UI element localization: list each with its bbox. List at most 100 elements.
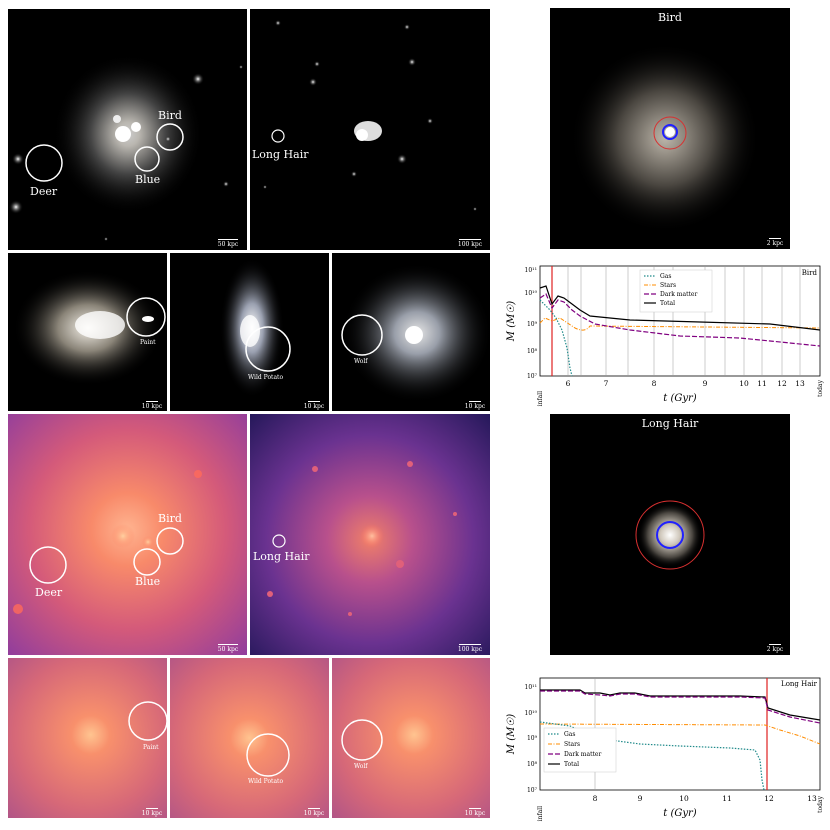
label-bird: Bird	[158, 109, 182, 122]
stellar-zoom-wild-potato: Wild Potato 10 kpc	[170, 253, 329, 411]
x-tick: 6	[566, 379, 571, 388]
scale-bar: 10 kpc	[141, 401, 163, 410]
scale-bar: 100 kpc	[457, 239, 483, 248]
y-tick: 10⁷	[527, 787, 538, 794]
scale-bar: 10 kpc	[141, 808, 163, 817]
label-long-hair: Long Hair	[253, 550, 310, 563]
dm-wide-panel-left: Deer Blue Bird 50 kpc	[8, 414, 247, 655]
scale-bar: 2 kpc	[766, 644, 784, 653]
today-label: today	[817, 795, 824, 812]
label-paint: Paint	[140, 339, 156, 346]
x-tick-labels: 8 9 10 11 12 13	[593, 794, 817, 803]
legend: Gas Stars Dark matter Total	[543, 727, 617, 773]
scale-bar: 2 kpc	[766, 238, 784, 247]
label-paint: Paint	[143, 744, 159, 751]
stars-curve	[539, 723, 821, 745]
dark-matter-map	[250, 414, 490, 655]
label-bird: Bird	[158, 512, 182, 525]
infall-label: infall	[537, 391, 544, 407]
long-hair-close-up: Long Hair 2 kpc	[550, 414, 790, 655]
scale-bar: 100 kpc	[457, 644, 483, 653]
galaxy-image	[570, 43, 760, 233]
label-wolf: Wolf	[354, 763, 368, 770]
label-deer: Deer	[35, 586, 63, 599]
galaxy-image	[13, 270, 163, 386]
selection-circles	[128, 701, 167, 741]
x-axis-label: t (Gyr)	[663, 393, 697, 404]
selection-circles	[246, 733, 290, 777]
dm-wide-panel-right: Long Hair 100 kpc	[250, 414, 490, 655]
legend-stars: Stars	[564, 741, 580, 748]
galaxy-image	[9, 54, 243, 241]
dm-zoom-paint: Paint 10 kpc	[8, 658, 167, 818]
y-axis-label: M (M☉)	[506, 714, 517, 756]
scale-bar: 10 kpc	[464, 808, 486, 817]
infall-label: infall	[537, 806, 544, 822]
scale-bar: 10 kpc	[303, 401, 325, 410]
x-tick: 11	[722, 794, 732, 803]
legend-gas: Gas	[564, 731, 575, 738]
label-long-hair: Long Hair	[252, 148, 309, 161]
label-wolf: Wolf	[354, 358, 368, 365]
label-blue: Blue	[135, 173, 161, 186]
galaxy-image	[342, 263, 490, 403]
y-tick: 10⁹	[527, 321, 538, 328]
legend: Gas Stars Dark matter Total	[639, 269, 713, 313]
x-tick: 12	[764, 794, 774, 803]
y-tick: 10⁹	[527, 735, 538, 742]
total-curve	[540, 689, 821, 721]
long-hair-mass-chart: Gas Stars Dark matter Total Long Hair 10…	[506, 677, 824, 822]
galaxy-image	[635, 500, 705, 570]
x-tick: 10	[739, 379, 749, 388]
selection-circles	[341, 314, 383, 356]
stellar-wide-panel-left: Deer Blue Bird 50 kpc	[8, 9, 247, 250]
plot-title: Bird	[802, 269, 818, 277]
dm-zoom-wild-potato: Wild Potato 10 kpc	[170, 658, 329, 818]
selection-circles	[25, 123, 184, 182]
plot-title: Long Hair	[781, 680, 818, 688]
today-label: today	[817, 379, 824, 396]
long-hair-close-up-title: Long Hair	[641, 417, 699, 430]
selection-circles	[271, 129, 285, 143]
x-tick: 9	[638, 794, 643, 803]
legend-dark-matter: Dark matter	[660, 291, 697, 298]
x-tick: 8	[593, 794, 598, 803]
y-tick: 10¹⁰	[525, 290, 538, 297]
grid-lines	[567, 266, 801, 376]
dark-matter-map	[332, 658, 490, 818]
x-tick: 10	[679, 794, 689, 803]
bird-close-up-title: Bird	[658, 11, 682, 24]
legend-dark-matter: Dark matter	[564, 751, 601, 758]
selection-circles	[29, 527, 184, 584]
selection-circles	[272, 534, 286, 548]
label-blue: Blue	[135, 575, 161, 588]
legend-gas: Gas	[660, 273, 671, 280]
dark-matter-curve	[540, 690, 821, 724]
x-tick: 8	[652, 379, 657, 388]
label-wild-potato: Wild Potato	[248, 778, 284, 785]
x-tick: 13	[807, 794, 817, 803]
stellar-zoom-paint: Paint 10 kpc	[8, 253, 167, 411]
legend-stars: Stars	[660, 282, 676, 289]
x-tick: 13	[795, 379, 805, 388]
scale-bar: 10 kpc	[464, 401, 486, 410]
x-tick: 12	[777, 379, 787, 388]
galaxy-image	[220, 258, 284, 398]
selection-circles	[245, 326, 291, 372]
bird-mass-chart: Gas Stars Dark matter Total Bird 10¹¹ 10…	[506, 265, 824, 407]
dm-zoom-wolf: Wolf 10 kpc	[332, 658, 490, 818]
gas-curve	[539, 299, 573, 377]
y-tick: 10¹¹	[525, 684, 537, 691]
x-tick-labels: 6 7 8 9 10 11 12 13	[566, 379, 805, 388]
bird-close-up: Bird 2 kpc	[550, 8, 790, 249]
y-axis-label: M (M☉)	[506, 301, 517, 343]
galaxy-image	[263, 20, 477, 211]
scale-bar: 50 kpc	[217, 239, 239, 248]
dark-matter-map	[170, 658, 329, 818]
x-tick: 7	[604, 379, 609, 388]
y-tick: 10¹⁰	[525, 710, 538, 717]
x-tick: 11	[757, 379, 767, 388]
label-wild-potato: Wild Potato	[248, 374, 284, 381]
dark-matter-curve	[539, 293, 821, 347]
bird-mass-plot: Gas Stars Dark matter Total Bird 10¹¹ 10…	[500, 258, 830, 408]
